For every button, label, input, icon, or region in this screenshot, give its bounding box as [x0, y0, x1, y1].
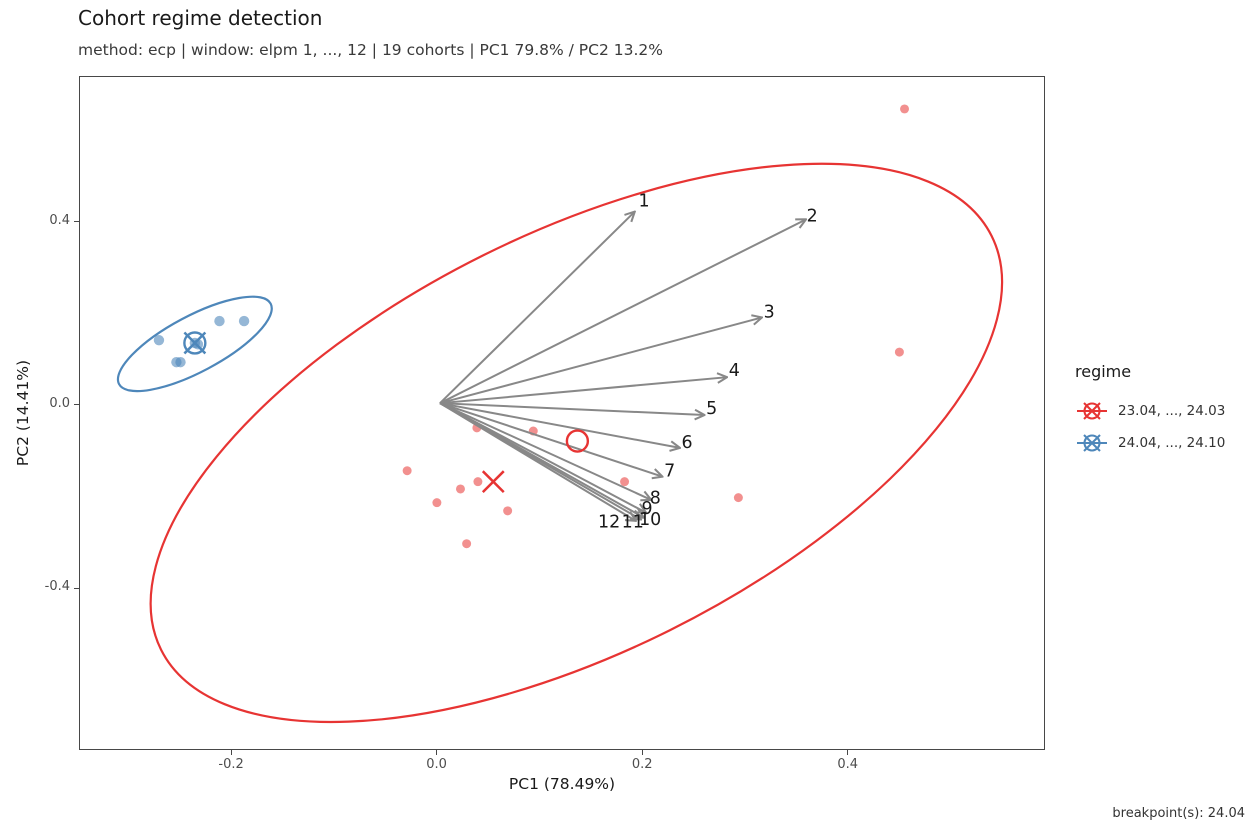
y-tick-label: -0.4: [44, 579, 70, 595]
data-point: [214, 315, 225, 327]
loading-arrow: [439, 317, 762, 405]
loading-label: 11: [622, 512, 644, 532]
loading-label: 10: [639, 510, 661, 530]
plot-panel: 1 2 3 4 5 6 7 8 9 10 11 12: [79, 76, 1045, 750]
data-point: [153, 335, 165, 346]
y-tick-mark: [74, 404, 79, 406]
legend-title: regime: [1075, 362, 1132, 381]
y-tick-mark: [74, 587, 79, 589]
loading-label: 7: [664, 462, 675, 482]
y-tick-label: 0.0: [49, 395, 70, 411]
legend-key-circle-x-icon: [1077, 434, 1107, 452]
caption: breakpoint(s): 24.04: [1112, 806, 1245, 821]
chart-title: Cohort regime detection: [78, 6, 323, 30]
x-tick-mark: [230, 750, 232, 755]
legend-item-label: 24.04, ..., 24.10: [1118, 435, 1226, 451]
data-point: [733, 493, 743, 503]
x-tick-label: 0.0: [426, 757, 447, 772]
data-point: [238, 315, 250, 327]
x-axis-title: PC1 (78.49%): [508, 775, 616, 793]
loading-arrow: [439, 377, 727, 405]
loading-label: 2: [807, 207, 818, 227]
confidence-ellipse: [116, 295, 273, 393]
centroid-circle-marker: [183, 331, 207, 355]
legend-key-circle-x-icon: [1077, 402, 1107, 420]
data-point: [462, 539, 472, 549]
data-point: [620, 477, 630, 487]
legend-item-label: 23.04, ..., 24.03: [1118, 403, 1226, 419]
loading-label: 8: [650, 489, 661, 509]
loading-arrow: [439, 219, 806, 405]
legend-item: 24.04, ..., 24.10: [1075, 427, 1225, 459]
data-point: [894, 347, 904, 357]
loading-arrow: [439, 402, 705, 415]
loading-label: 9: [642, 499, 653, 519]
y-tick-label: 0.4: [49, 212, 70, 228]
data-point: [473, 477, 483, 487]
loading-arrow: [439, 402, 663, 476]
centroid-x-marker: [481, 470, 505, 494]
legend-items: 23.04, ..., 24.03 24.04, ..., 24.10: [1075, 395, 1225, 459]
data-point: [432, 498, 442, 508]
loading-label: 6: [682, 433, 693, 453]
loading-arrow: [439, 402, 651, 500]
x-tick-mark: [847, 750, 849, 755]
legend-item: 23.04, ..., 24.03: [1075, 395, 1225, 427]
loading-label: 3: [764, 302, 775, 322]
x-tick-label: -0.2: [218, 757, 244, 772]
data-point: [455, 484, 465, 494]
loading-label: 1: [638, 192, 649, 212]
data-point: [402, 466, 412, 476]
x-tick-mark: [436, 750, 438, 755]
loading-label: 12: [598, 513, 620, 533]
y-axis-title: PC2 (14.41%): [14, 359, 32, 467]
data-point: [175, 356, 186, 368]
centroid-x-marker: [183, 331, 207, 355]
loading-arrow: [439, 402, 636, 521]
loading-arrow: [439, 212, 635, 404]
chart-subtitle: method: ecp | window: elpm 1, ..., 12 | …: [78, 41, 663, 59]
data-point: [503, 506, 513, 516]
y-tick-mark: [74, 221, 79, 223]
data-point: [900, 104, 910, 114]
x-tick-label: 0.4: [837, 757, 859, 772]
x-tick-mark: [641, 750, 643, 755]
x-tick-label: 0.2: [631, 757, 653, 772]
centroid-circle-marker: [565, 429, 590, 453]
legend: regime 23.04, ..., 24.03 24.04, ..., 24.1…: [1075, 362, 1225, 459]
loading-label: 5: [706, 399, 717, 419]
loading-label: 4: [729, 361, 740, 381]
loading-arrow: [439, 402, 680, 448]
confidence-ellipse: [149, 162, 1004, 724]
